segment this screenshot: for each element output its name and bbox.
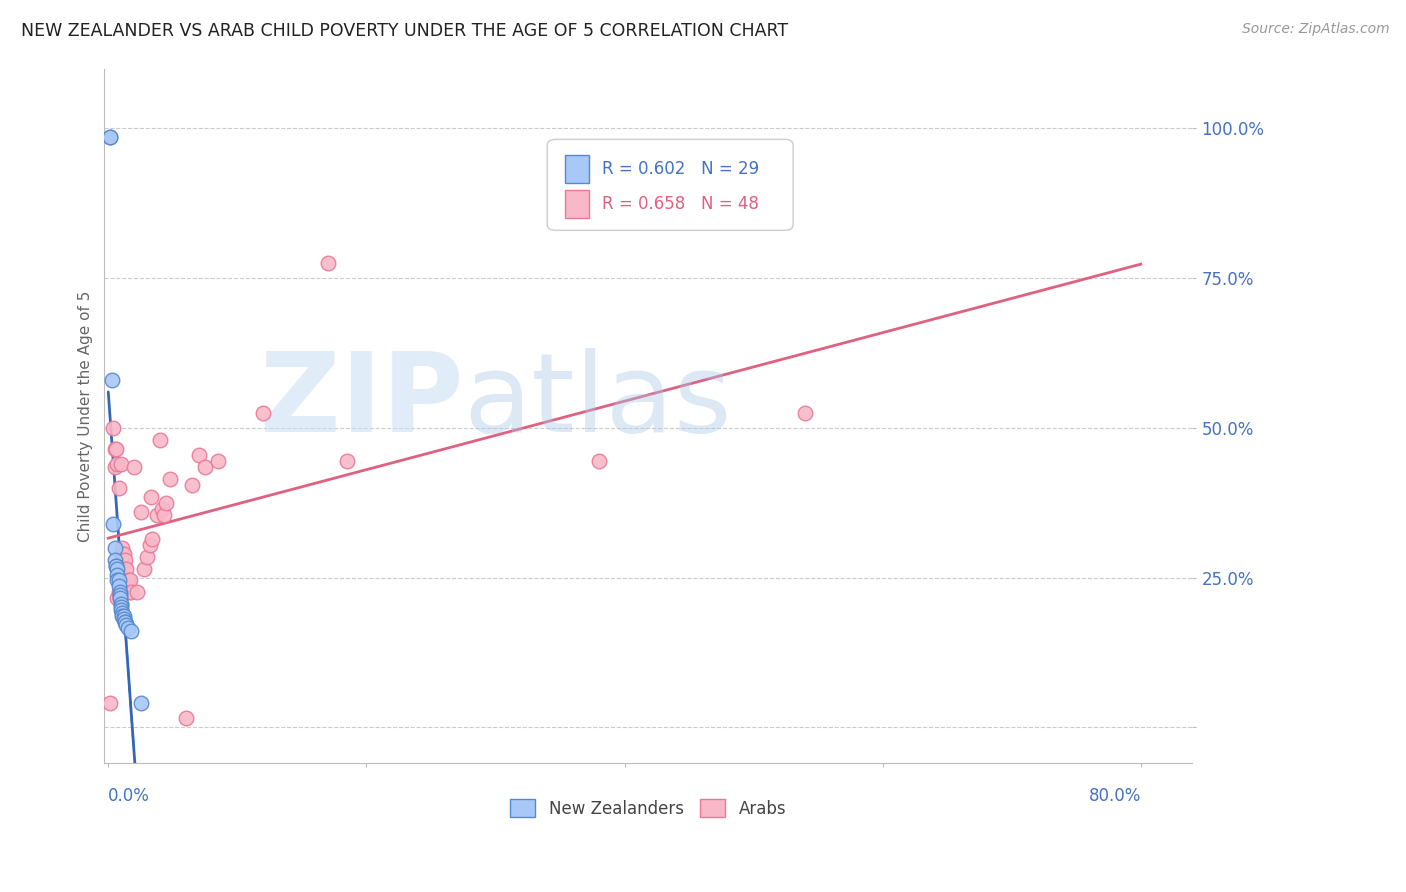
Point	[181, 477, 204, 491]
Point	[110, 457, 132, 471]
Point	[336, 454, 359, 468]
Point	[105, 591, 128, 606]
Point	[98, 130, 121, 145]
Point	[105, 558, 128, 573]
Text: NEW ZEALANDER VS ARAB CHILD POVERTY UNDER THE AGE OF 5 CORRELATION CHART: NEW ZEALANDER VS ARAB CHILD POVERTY UNDE…	[21, 22, 789, 40]
Point	[138, 538, 160, 552]
FancyBboxPatch shape	[547, 139, 793, 230]
Point	[112, 612, 135, 626]
Point	[122, 459, 145, 474]
Point	[103, 421, 125, 435]
Point	[108, 585, 131, 599]
Point	[101, 373, 124, 387]
Point	[120, 574, 142, 588]
Point	[114, 552, 136, 566]
Text: ZIP: ZIP	[260, 349, 464, 456]
Point	[794, 406, 817, 420]
Point	[110, 598, 132, 612]
Point	[111, 547, 134, 561]
Point	[104, 541, 127, 555]
Point	[104, 459, 127, 474]
Text: 0.0%: 0.0%	[108, 787, 150, 805]
Point	[121, 624, 143, 639]
Point	[107, 585, 129, 599]
Point	[103, 516, 125, 531]
Point	[105, 442, 128, 456]
Point	[105, 561, 128, 575]
Point	[111, 552, 134, 566]
Point	[108, 591, 131, 606]
Point	[129, 505, 152, 519]
Point	[110, 600, 132, 615]
Point	[146, 508, 169, 522]
Text: R = 0.658   N = 48: R = 0.658 N = 48	[602, 195, 758, 213]
Point	[129, 696, 152, 710]
Point	[110, 598, 132, 612]
Point	[207, 454, 229, 468]
Point	[159, 472, 181, 486]
Point	[112, 547, 135, 561]
Point	[121, 585, 143, 599]
Point	[108, 589, 131, 603]
Text: Source: ZipAtlas.com: Source: ZipAtlas.com	[1241, 22, 1389, 37]
Point	[107, 481, 129, 495]
Text: 80.0%: 80.0%	[1088, 787, 1140, 805]
FancyBboxPatch shape	[565, 190, 589, 218]
Point	[105, 558, 128, 573]
Point	[105, 574, 128, 588]
Point	[152, 508, 174, 522]
Point	[114, 615, 136, 630]
FancyBboxPatch shape	[565, 155, 589, 183]
Point	[115, 618, 138, 632]
Point	[141, 532, 163, 546]
Point	[108, 591, 131, 606]
Point	[111, 609, 134, 624]
Point	[104, 552, 127, 566]
Point	[174, 711, 197, 725]
Point	[136, 549, 159, 564]
Point	[118, 585, 141, 599]
Point	[98, 696, 121, 710]
Point	[134, 561, 156, 575]
Point	[104, 442, 127, 456]
Point	[105, 567, 128, 582]
Text: atlas: atlas	[464, 349, 733, 456]
Point	[155, 496, 177, 510]
Point	[117, 621, 139, 635]
Point	[316, 256, 339, 270]
Point	[187, 448, 209, 462]
Point	[252, 406, 274, 420]
Point	[111, 607, 134, 621]
Point	[152, 501, 174, 516]
Y-axis label: Child Poverty Under the Age of 5: Child Poverty Under the Age of 5	[79, 290, 93, 541]
Point	[117, 574, 139, 588]
Text: R = 0.602   N = 29: R = 0.602 N = 29	[602, 161, 759, 178]
Legend: New Zealanders, Arabs: New Zealanders, Arabs	[503, 793, 793, 824]
Point	[139, 490, 162, 504]
Point	[110, 603, 132, 617]
Point	[114, 561, 136, 575]
Point	[114, 615, 136, 630]
Point	[149, 433, 172, 447]
Point	[108, 589, 131, 603]
Point	[111, 541, 134, 555]
Point	[112, 609, 135, 624]
Point	[107, 579, 129, 593]
Point	[588, 454, 610, 468]
Point	[115, 561, 138, 575]
Point	[98, 130, 121, 145]
Point	[125, 585, 148, 599]
Point	[105, 457, 128, 471]
Point	[194, 459, 217, 474]
Point	[107, 574, 129, 588]
